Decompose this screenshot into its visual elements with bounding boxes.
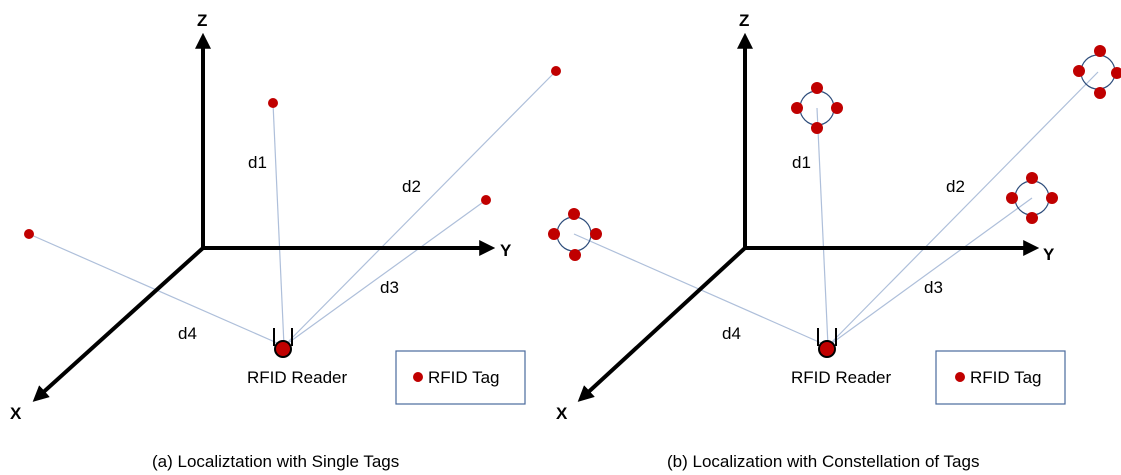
panel-a-reader-label: RFID Reader [247, 368, 347, 387]
panel-b-tag [1046, 192, 1058, 204]
panel-b-d1-label: d1 [792, 153, 811, 172]
panel-b-x-axis [577, 246, 747, 402]
panel-b-tag [811, 122, 823, 134]
panel-b-d4-label: d4 [722, 324, 741, 343]
panel-a-line-d2 [283, 70, 557, 347]
panel-a-tag-4 [24, 229, 34, 239]
panel-b-tag [1026, 212, 1038, 224]
panel-b-legend: RFID Tag [935, 350, 1066, 405]
panel-b-constellation-4 [548, 208, 602, 261]
panel-b-caption: (b) Localization with Constellation of T… [667, 452, 979, 471]
panel-a-d1-label: d1 [248, 153, 267, 172]
panel-b-rfid-reader-icon [817, 328, 837, 358]
panel-b-tag [831, 102, 843, 114]
panel-b-tag [1026, 172, 1038, 184]
panel-b-tag [1006, 192, 1018, 204]
panel-a-legend-tag-icon [413, 372, 423, 382]
panel-b-tag [548, 228, 560, 240]
panel-a-tag-1 [268, 98, 278, 108]
panel-a-rfid-reader-icon [273, 328, 293, 358]
panel-b-tag [791, 102, 803, 114]
panel-b-reader-label: RFID Reader [791, 368, 891, 387]
panel-b-legend-tag-icon [955, 372, 965, 382]
panel-a-z-label: Z [197, 11, 207, 30]
panel-a-legend-label: RFID Tag [428, 368, 500, 387]
panel-b-tag [1111, 67, 1121, 79]
panel-b-line-d3 [827, 197, 1033, 347]
panel-b-tag [1094, 87, 1106, 99]
panel-b-tag [1094, 45, 1106, 57]
panel-a-x-label: X [10, 404, 22, 423]
panel-a-y-label: Y [500, 241, 512, 260]
panel-b-d3-label: d3 [924, 278, 943, 297]
panel-b-tag [568, 208, 580, 220]
panel-b-x-label: X [556, 404, 568, 423]
panel-a-d2-label: d2 [402, 177, 421, 196]
panel-a-caption: (a) Localiztation with Single Tags [152, 452, 399, 471]
panel-b-line-d2 [827, 71, 1099, 347]
panel-b-z-label: Z [739, 11, 749, 30]
panel-b-constellation-1 [791, 82, 843, 134]
panel-b-d2-label: d2 [946, 177, 965, 196]
panel-b-constellation-2 [1073, 45, 1121, 99]
panel-b-tag [1073, 65, 1085, 77]
panel-b-legend-label: RFID Tag [970, 368, 1042, 387]
panel-b-tag [811, 82, 823, 94]
panel-b-y-label: Y [1043, 245, 1055, 264]
panel-b: Z Y X [548, 11, 1121, 471]
panel-a-d4-label: d4 [178, 324, 197, 343]
panel-a-tag-3 [481, 195, 491, 205]
panel-a-tag-2 [551, 66, 561, 76]
panel-b-constellation-3 [1006, 172, 1058, 224]
panel-a-legend: RFID Tag [395, 350, 526, 405]
panel-a: Z Y X d1 d2 d3 d4 RFID Reader RFID Tag (… [10, 11, 561, 471]
panel-a-line-d1 [272, 102, 285, 347]
panel-b-line-d1 [816, 107, 829, 347]
panel-b-tag [590, 228, 602, 240]
panel-a-x-axis [32, 246, 205, 402]
panel-b-tag [569, 249, 581, 261]
panel-a-line-d3 [283, 199, 487, 347]
panel-a-d3-label: d3 [380, 278, 399, 297]
